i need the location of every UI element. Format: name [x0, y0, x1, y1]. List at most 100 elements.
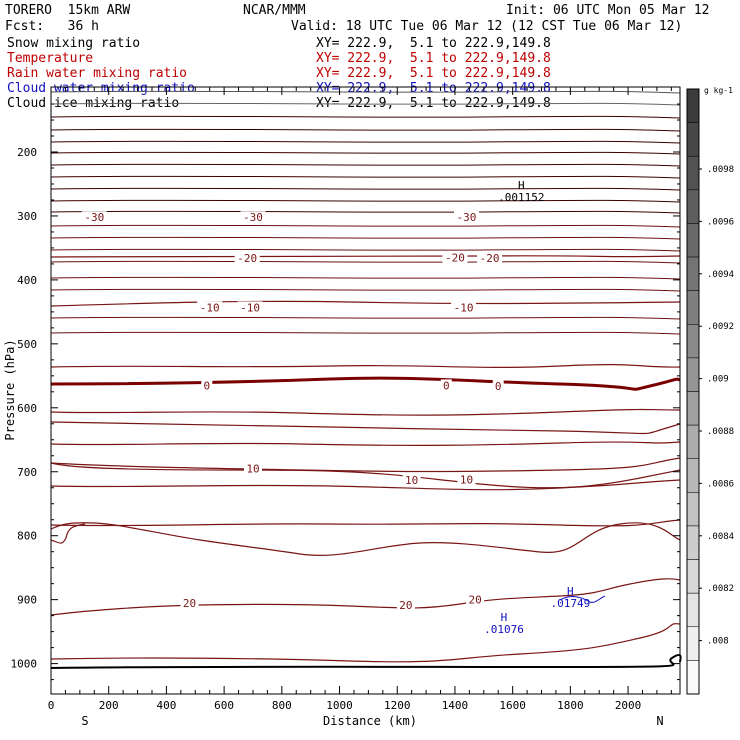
snow-contour-11 [50, 224, 681, 228]
temperature-label: 0 [443, 379, 450, 392]
valid-time: Valid: 18 UTC Tue 06 Mar 12 (12 CST Tue … [291, 19, 683, 34]
colorbar-swatch [686, 559, 700, 594]
x-tick-label: 0 [48, 699, 55, 712]
field-label-cloud-water: Cloud water mixing ratio [7, 81, 195, 96]
temperature-contour-1 [50, 255, 681, 258]
plot-frame [50, 86, 681, 695]
colorbar-swatch [686, 189, 700, 224]
snow-contour-1 [50, 102, 681, 106]
plot-border [50, 86, 681, 695]
temperature-label-bg [451, 301, 477, 314]
snow-contour-6 [50, 163, 681, 167]
colorbar-label: .0094 [707, 270, 734, 280]
x-tick-label: 1200 [384, 699, 411, 712]
snow-contour-0 [50, 90, 681, 94]
colorbar-swatch [686, 424, 700, 459]
y-tick-label: 900 [17, 594, 37, 607]
extremum-marker: H [501, 611, 508, 624]
temperature-contour-3 [50, 408, 681, 416]
y-tick-label: 400 [17, 274, 37, 287]
extremum-marker: H [518, 179, 525, 192]
center-title: NCAR/MMM [243, 3, 306, 18]
temperature-label: -30 [457, 211, 477, 224]
field-xy-rain: XY= 222.9, 5.1 to 222.9,149.8 [316, 66, 551, 81]
colorbar-label: .008 [707, 637, 729, 647]
temperature-contour-7 [50, 376, 681, 391]
temperature-label-bg [243, 462, 262, 475]
snow-contour-4 [50, 140, 681, 144]
y-tick-label: 300 [17, 210, 37, 223]
temperature-contours [50, 90, 682, 669]
colorbar-label: .009 [707, 375, 729, 385]
x-tick-label: 200 [99, 699, 119, 712]
y-tick-label: 200 [17, 146, 37, 159]
temperature-label: -10 [200, 301, 220, 314]
temperature-label-bg [81, 211, 107, 224]
temperature-label: 0 [203, 379, 210, 392]
temperature-label: 10 [460, 473, 473, 486]
forecast-hour: Fcst: 36 h [5, 19, 99, 34]
colorbar-unit: g kg-1 [704, 86, 733, 95]
field-xy-temperature: XY= 222.9, 5.1 to 222.9,149.8 [316, 51, 551, 66]
temperature-label: -30 [243, 211, 263, 224]
colorbar-swatch [686, 88, 700, 123]
temperature-label-bg [396, 598, 415, 611]
y-tick-label: 1000 [11, 658, 38, 671]
colorbar-label: .0098 [707, 165, 734, 175]
temperature-label: 20 [469, 594, 482, 607]
colorbar: .0098 .0096 .0094 .0092 .009 .0088 .0086 .0084.… [686, 88, 734, 695]
colorbar-swatch [686, 155, 700, 191]
temperature-contour-10 [50, 462, 681, 489]
colorbar-swatch [686, 592, 700, 628]
model-title: TORERO 15km ARW [5, 3, 131, 18]
temperature-contour-12 [50, 523, 86, 544]
snow-contour-16 [50, 288, 681, 292]
temperature-contour-0 [50, 300, 681, 307]
temperature-contour-4 [50, 441, 681, 446]
temperature-label-bg [237, 301, 263, 314]
snow-contour-13 [50, 248, 681, 252]
snow-contour-12 [50, 236, 681, 240]
x-tick-label: 2000 [615, 699, 642, 712]
field-label-rain: Rain water mixing ratio [7, 66, 188, 81]
temperature-contour-5 [50, 479, 681, 491]
extremum-value: .01749 [550, 597, 590, 610]
snow-contour-8 [50, 187, 681, 191]
temperature-label: -30 [84, 211, 104, 224]
temperature-label-bg [442, 251, 468, 264]
init-time: Init: 06 UTC Mon 05 Mar 12 [506, 3, 710, 18]
snow-contour-10 [50, 210, 681, 214]
y-axis-label: Pressure (hPa) [3, 339, 17, 440]
temperature-label-bg [197, 301, 223, 314]
field-label-snow: Snow mixing ratio [7, 36, 141, 51]
temperature-contour-9 [50, 457, 681, 473]
temperature-contour-6 [50, 519, 681, 527]
colorbar-swatch [686, 525, 700, 560]
temperature-contour-8 [50, 421, 681, 435]
colorbar-swatch [686, 357, 700, 392]
temperature-label: -20 [445, 252, 465, 265]
colorbar-swatch [686, 122, 700, 157]
snow-contour-9 [50, 199, 681, 203]
temperature-label: -10 [454, 301, 474, 314]
y-tick-label: 500 [17, 338, 37, 351]
colorbar-label: .0084 [707, 532, 734, 542]
temperature-label: 20 [183, 597, 196, 610]
colorbar-swatch [686, 290, 700, 325]
colorbar-swatch [686, 256, 700, 291]
temperature-label: 10 [246, 463, 259, 476]
x-tick-label: 1400 [442, 699, 469, 712]
temperature-label-bg [492, 380, 504, 393]
temperature-label: 20 [399, 599, 412, 612]
temperature-label-bg [180, 596, 199, 609]
temperature-label-bg [234, 252, 260, 265]
colorbar-swatch [686, 626, 700, 661]
snow-contour-15 [50, 276, 681, 280]
y-tick-label: 800 [17, 530, 37, 543]
colorbar-swatch [686, 391, 700, 426]
colorbar-swatch [686, 324, 700, 359]
x-end-label-south: S [81, 714, 88, 728]
y-tick-label: 700 [17, 466, 37, 479]
